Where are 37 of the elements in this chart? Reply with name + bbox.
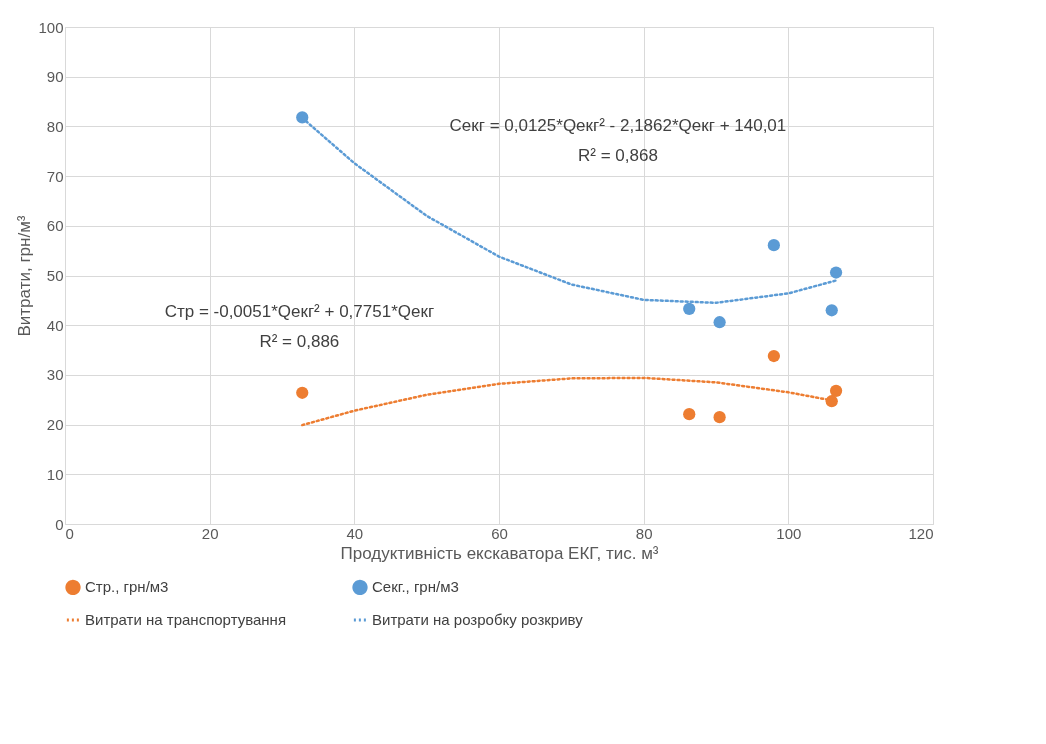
y-tick-label: 70 <box>46 167 64 185</box>
line-series <box>301 376 838 427</box>
y-tick-label: 10 <box>46 465 64 483</box>
y-tick-label: 50 <box>46 267 64 284</box>
point <box>829 266 843 279</box>
annotation: Секг = 0,0125*Qекг² - 2,1862*Qекг + 140,01 <box>449 116 787 136</box>
x-axis-title: Продуктивність екскаватора ЕКГ, тис. м³ <box>340 543 659 563</box>
legend-label: Секг., грн/м3 <box>372 578 459 596</box>
x-tick-label: 40 <box>346 524 364 542</box>
y-tick-label: 30 <box>46 366 64 384</box>
y-tick-label: 40 <box>46 316 64 334</box>
point <box>296 386 309 399</box>
y-tick-label: 90 <box>46 68 64 86</box>
y-tick-label: 60 <box>46 217 64 235</box>
point <box>767 239 780 252</box>
annotation: R² = 0,886 <box>259 332 340 352</box>
annotation: R² = 0,868 <box>577 146 658 166</box>
legend-label: Витрати на транспортування <box>85 611 287 628</box>
y-tick-label: 100 <box>38 18 64 36</box>
legend-label: Витрати на розробку розкриву <box>372 611 584 628</box>
point <box>713 316 726 329</box>
x-tick-label: 20 <box>201 524 219 542</box>
point <box>767 349 780 363</box>
legend-label: Стр., грн/м3 <box>85 578 169 596</box>
x-tick-label: 120 <box>908 524 934 542</box>
x-tick-label: 80 <box>635 524 653 542</box>
point <box>683 302 696 315</box>
annotation: Стр = -0,0051*Qекг² + 0,7751*Qекг <box>164 301 435 321</box>
point <box>683 408 696 421</box>
point <box>829 384 843 397</box>
y-tick-label: 20 <box>46 416 64 434</box>
y-tick-label: 80 <box>46 117 64 135</box>
y-axis-title: Витрати, грн/м³ <box>15 215 35 337</box>
point <box>825 304 838 317</box>
x-tick-label: 60 <box>491 524 508 542</box>
x-tick-label: 100 <box>776 524 802 542</box>
point <box>713 411 726 424</box>
